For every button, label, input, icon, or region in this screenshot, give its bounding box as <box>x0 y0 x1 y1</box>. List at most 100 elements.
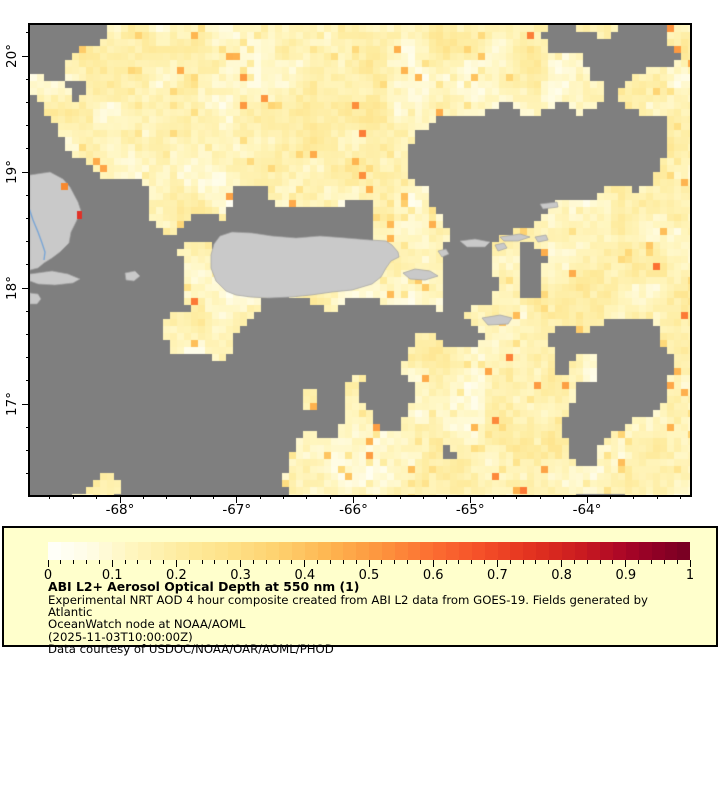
colorbar-minor-tick <box>419 560 421 564</box>
colorbar-minor-tick <box>201 560 203 564</box>
lat-tick-label: 18° <box>4 276 20 300</box>
legend-description-line2: OceanWatch node at NOAA/AOML <box>48 617 246 632</box>
colorbar-segment <box>356 542 370 560</box>
colorbar-minor-tick <box>137 560 139 564</box>
colorbar-segment <box>304 542 318 560</box>
colorbar-tick-label: 0.7 <box>487 568 508 583</box>
colorbar-segment <box>240 542 254 560</box>
colorbar-minor-tick <box>522 560 524 564</box>
colorbar-segment <box>292 542 305 560</box>
colorbar-minor-tick <box>535 560 537 564</box>
colorbar-tick-label: 0.6 <box>422 568 444 583</box>
colorbar-minor-tick <box>355 560 357 564</box>
colorbar-minor-tick <box>484 560 486 564</box>
lon-tick-label: -64° <box>572 502 602 518</box>
colorbar-minor-tick <box>150 560 152 564</box>
colorbar-segment <box>137 542 151 560</box>
colorbar-minor-tick <box>394 560 396 564</box>
colorbar-segment <box>317 542 331 560</box>
colorbar-tick-label: 0.1 <box>101 568 123 583</box>
colorbar-segment <box>420 542 434 560</box>
colorbar-major-tick <box>175 560 177 567</box>
colorbar-tick-label: 0.4 <box>294 568 316 583</box>
colorbar-minor-tick <box>98 560 100 564</box>
colorbar-minor-tick <box>548 560 550 564</box>
colorbar-major-tick <box>304 560 306 567</box>
colorbar-segment <box>150 542 164 560</box>
colorbar-segment <box>600 542 614 560</box>
colorbar-segment <box>202 542 215 560</box>
colorbar-segment <box>330 542 344 560</box>
colorbar-tick-label: 0.8 <box>551 568 572 583</box>
colorbar-segment <box>677 542 691 560</box>
colorbar-minor-tick <box>278 560 280 564</box>
colorbar-tick-label: 1 <box>685 568 695 583</box>
lon-tick-label: -65° <box>455 502 485 518</box>
lat-tick-label: 19° <box>4 160 20 184</box>
colorbar-segment <box>548 542 562 560</box>
lat-tick-label: 17° <box>4 392 20 416</box>
colorbar-segment <box>343 542 357 560</box>
colorbar-segment <box>266 542 280 560</box>
colorbar-major-tick <box>625 560 627 567</box>
colorbar-minor-tick <box>458 560 460 564</box>
aod-raster-canvas <box>30 25 690 495</box>
colorbar-minor-tick <box>599 560 601 564</box>
colorbar-minor-tick <box>291 560 293 564</box>
colorbar-tick-label: 0 <box>43 568 53 583</box>
colorbar-segment <box>394 542 408 560</box>
colorbar-segment <box>381 542 395 560</box>
colorbar-minor-tick <box>188 560 190 564</box>
colorbar-segment <box>214 542 228 560</box>
colorbar-tick-label: 0.5 <box>358 568 380 583</box>
colorbar-tick-label: 0.3 <box>230 568 251 583</box>
colorbar-minor-tick <box>573 560 575 564</box>
colorbar-segment <box>369 542 382 560</box>
colorbar-minor-tick <box>676 560 678 564</box>
colorbar-segment <box>60 542 74 560</box>
legend-panel: 0 0.1 0.2 0.3 0.4 0.5 0.6 0.7 0.8 0.9 1 ABI L2+ Ae… <box>2 526 718 655</box>
colorbar-minor-tick <box>317 560 319 564</box>
map-frame <box>28 23 692 497</box>
legend-timestamp: (2025-11-03T10:00:00Z) <box>48 629 193 644</box>
colorbar-segment <box>112 542 126 560</box>
colorbar-minor-tick <box>163 560 165 564</box>
lon-tick-label: -67° <box>222 502 252 518</box>
colorbar-minor-tick <box>407 560 409 564</box>
colorbar-major-tick <box>689 560 691 567</box>
colorbar-minor-tick <box>445 560 447 564</box>
lon-tick-label: -66° <box>339 502 368 518</box>
colorbar-segment <box>574 542 588 560</box>
legend-description-line1: Experimental NRT AOD 4 hour composite cr… <box>48 593 648 620</box>
colorbar-major-tick <box>111 560 113 567</box>
colorbar-minor-tick <box>663 560 665 564</box>
colorbar-segment <box>625 542 639 560</box>
colorbar-minor-tick <box>342 560 344 564</box>
colorbar-segment <box>189 542 203 560</box>
colorbar-segment <box>523 542 537 560</box>
colorbar-minor-tick <box>471 560 473 564</box>
colorbar-minor-tick <box>612 560 614 564</box>
colorbar-minor-tick <box>638 560 640 564</box>
colorbar <box>48 542 691 560</box>
colorbar-major-tick <box>368 560 370 567</box>
colorbar-segment <box>664 542 678 560</box>
colorbar-segment <box>73 542 87 560</box>
colorbar-minor-tick <box>214 560 216 564</box>
colorbar-major-tick <box>47 560 49 567</box>
colorbar-segment <box>99 542 113 560</box>
colorbar-segment <box>510 542 524 560</box>
colorbar-major-tick <box>240 560 242 567</box>
colorbar-segment <box>638 542 652 560</box>
colorbar-segment <box>176 542 190 560</box>
colorbar-ticks: 0 0.1 0.2 0.3 0.4 0.5 0.6 0.7 0.8 0.9 1 <box>4 528 716 588</box>
colorbar-tick-label: 0.2 <box>166 568 187 583</box>
colorbar-segment <box>471 542 485 560</box>
colorbar-minor-tick <box>329 560 331 564</box>
colorbar-minor-tick <box>381 560 383 564</box>
colorbar-segment <box>459 542 472 560</box>
legend-title: ABI L2+ Aerosol Optical Depth at 550 nm … <box>48 579 360 594</box>
colorbar-segment <box>253 542 267 560</box>
colorbar-major-tick <box>561 560 563 567</box>
colorbar-segment <box>407 542 421 560</box>
